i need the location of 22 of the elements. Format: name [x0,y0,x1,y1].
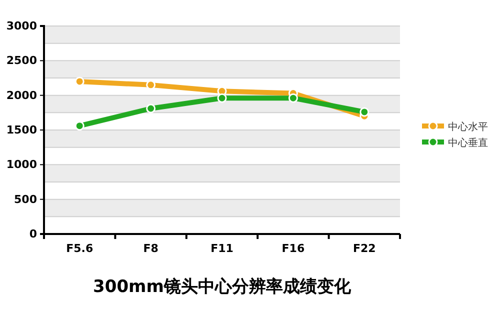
point [217,93,227,103]
x-tick-label: F11 [210,242,234,255]
point [74,121,84,131]
point [74,76,84,86]
y-tick-label: 2000 [6,88,38,102]
y-tick-label: 0 [29,228,38,241]
y-tick-label: 500 [14,192,38,206]
y-tick-label: 1000 [6,158,38,172]
y-tick-label: 2500 [6,54,38,68]
x-tick-label: F8 [143,242,158,255]
y-tick-label: 1500 [6,124,38,137]
legend-label: 中心水平 [448,121,488,133]
point [146,104,156,114]
y-tick-label: 3000 [6,20,38,33]
x-tick-label: F16 [282,242,305,255]
text: 300mm镜头中心分辨率成绩变化 [93,277,352,297]
point [360,107,370,117]
point [146,80,156,90]
x-tick-label: F22 [352,242,376,255]
x-tick-label: F5.6 [66,242,94,255]
legend-label: 中心垂直 [448,137,488,149]
point [288,93,298,103]
